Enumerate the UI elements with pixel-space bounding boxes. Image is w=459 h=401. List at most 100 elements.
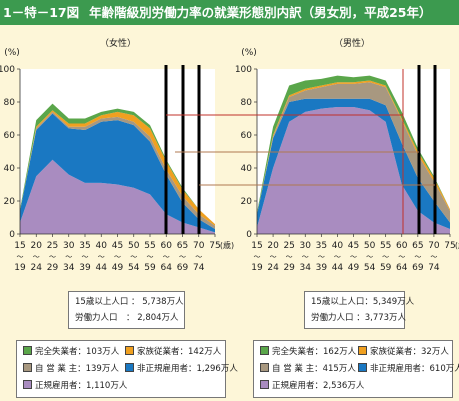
y-tick-label: 80: [4, 98, 16, 108]
x-tick-label: 44: [332, 263, 344, 273]
x-tick-label: 49: [348, 263, 360, 273]
legend-item-unemployed: 完全失業者：103万人: [23, 346, 119, 358]
x-tick-separator: ～: [286, 253, 293, 261]
x-tick-separator: ～: [398, 253, 405, 261]
x-tick-separator: ～: [130, 253, 137, 261]
y-tick-label: 100: [0, 65, 15, 75]
legend-item-regular: 正規雇用者：1,110万人: [23, 380, 127, 392]
swatch-regular: [260, 380, 269, 389]
y-tick-label: 40: [4, 164, 16, 174]
x-tick-label: 39: [316, 263, 328, 273]
x-tick-label: 24: [267, 263, 279, 273]
x-tick-label: 25: [283, 241, 294, 251]
x-tick-label: 65: [177, 241, 188, 251]
swatch-regular: [23, 380, 32, 389]
x-axis-unit: (歳): [455, 240, 459, 250]
legend-item-self-employed: 自 営 業 主：415万人: [260, 363, 356, 375]
x-tick-label: 64: [396, 263, 408, 273]
x-tick-label: 55: [144, 241, 155, 251]
panel-title: （女性）: [100, 37, 136, 49]
swatch-unemployed: [260, 346, 269, 355]
chart-panel-female: 0 20 40 60 80 100 (%) 15 ～ 19 20 ～ 24 25 ～ 29 30 ～ 34 35 ～ 39…: [0, 37, 234, 273]
x-tick-separator: ～: [195, 253, 202, 261]
x-tick-label: 75: [444, 241, 455, 251]
x-tick-separator: ～: [382, 253, 389, 261]
x-tick-separator: ～: [82, 253, 89, 261]
x-tick-label: 39: [79, 263, 91, 273]
female-labor-force-row: 労働力人口 ： 2,804万人: [75, 313, 179, 323]
female-legend: 完全失業者：103万人 家族従業者：142万人 自 営 業 主：139万人 非正…: [16, 340, 238, 398]
y-axis-unit: (%): [4, 48, 20, 58]
x-tick-separator: ～: [270, 253, 277, 261]
x-tick-separator: ～: [147, 253, 154, 261]
y-tick-label: 0: [246, 230, 252, 240]
x-axis-unit: (歳): [220, 240, 234, 250]
y-tick-label: 40: [241, 164, 253, 174]
x-tick-label: 25: [47, 241, 58, 251]
x-tick-label: 15: [14, 241, 25, 251]
x-tick-separator: ～: [65, 253, 72, 261]
x-tick-label: 40: [96, 241, 108, 251]
x-tick-label: 60: [161, 241, 173, 251]
x-tick-label: 45: [348, 241, 359, 251]
x-tick-label: 20: [267, 241, 279, 251]
x-tick-label: 65: [412, 241, 423, 251]
y-tick-label: 100: [235, 65, 252, 75]
male-labor-force-row: 労働力人口 ：3,773万人: [311, 313, 407, 323]
legend-item-nonregular: 非正規雇用者：610万人: [358, 363, 459, 375]
male-legend: 完全失業者：162万人 家族従業者：32万人 自 営 業 主：415万人 非正規…: [253, 340, 459, 398]
swatch-unemployed: [23, 346, 32, 355]
x-tick-label: 44: [96, 263, 108, 273]
x-tick-label: 64: [161, 263, 173, 273]
y-tick-label: 60: [241, 131, 253, 141]
female-summary-box: 15歳以上人口 ： 5,738万人 労働力人口 ： 2,804万人: [68, 291, 185, 329]
x-tick-separator: ～: [98, 253, 105, 261]
x-tick-label: 34: [63, 263, 75, 273]
swatch-nonregular: [125, 363, 134, 372]
x-tick-label: 35: [79, 241, 90, 251]
x-tick-separator: ～: [33, 253, 40, 261]
x-tick-label: 50: [364, 241, 376, 251]
figure-title-bar: 1－特－17図 年齢階級別労働力率の就業形態別内訳（男女別，平成25年）: [0, 0, 459, 25]
x-tick-label: 19: [14, 263, 26, 273]
x-tick-label: 70: [428, 241, 440, 251]
x-tick-label: 60: [396, 241, 408, 251]
x-tick-separator: ～: [318, 253, 325, 261]
x-tick-separator: ～: [17, 253, 24, 261]
x-tick-label: 30: [63, 241, 75, 251]
x-tick-separator: ～: [163, 253, 170, 261]
y-tick-label: 20: [4, 197, 16, 207]
x-tick-label: 30: [300, 241, 312, 251]
x-tick-label: 29: [283, 263, 295, 273]
x-tick-label: 45: [112, 241, 123, 251]
panel-title: （男性）: [334, 37, 370, 49]
x-tick-label: 29: [47, 263, 59, 273]
y-axis-unit: (%): [241, 48, 257, 58]
legend-item-self-employed: 自 営 業 主：139万人: [23, 363, 119, 375]
figure-number: 1－特－17図: [3, 5, 80, 20]
figure-title: 年齢階級別労働力率の就業形態別内訳（男女別，平成25年）: [89, 5, 432, 20]
y-tick-label: 80: [241, 98, 253, 108]
x-tick-label: 34: [300, 263, 312, 273]
x-tick-label: 40: [332, 241, 344, 251]
x-tick-label: 74: [193, 263, 205, 273]
x-tick-label: 55: [380, 241, 391, 251]
series-area-regular: [257, 106, 450, 234]
x-tick-label: 54: [364, 263, 376, 273]
x-tick-separator: ～: [114, 253, 121, 261]
swatch-nonregular: [358, 363, 367, 372]
x-tick-separator: ～: [49, 253, 56, 261]
x-tick-label: 74: [428, 263, 440, 273]
x-tick-label: 15: [251, 241, 262, 251]
x-tick-label: 54: [128, 263, 140, 273]
chart-panel-male: 0 20 40 60 80 100 (%) 15 ～ 19 20 ～ 24 25 ～ 29 30 ～ 34 35 ～ 39…: [235, 37, 459, 273]
x-tick-label: 69: [412, 263, 424, 273]
female-population-row: 15歳以上人口 ： 5,738万人: [75, 297, 184, 307]
swatch-self-employed: [23, 363, 32, 372]
x-tick-label: 19: [251, 263, 263, 273]
x-tick-label: 20: [31, 241, 43, 251]
swatch-self-employed: [260, 363, 269, 372]
x-tick-separator: ～: [334, 253, 341, 261]
x-tick-label: 70: [193, 241, 205, 251]
male-population-row: 15歳以上人口：5,349万人: [311, 297, 415, 307]
